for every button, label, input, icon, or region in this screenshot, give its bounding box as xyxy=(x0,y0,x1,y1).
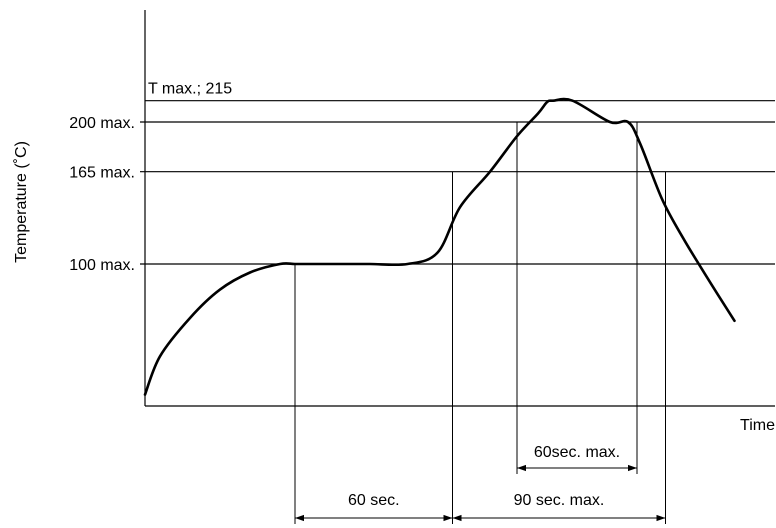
reference-label: 100 max. xyxy=(69,257,135,274)
reference-label: 165 max. xyxy=(69,165,135,182)
reference-label: T max.; 215 xyxy=(148,81,232,98)
reference-labels: T max.; 215 200 max. 165 max. 100 max. xyxy=(69,81,232,274)
interval-label: 60 sec. xyxy=(348,492,400,509)
y-axis-label: Temperature (˚C) xyxy=(13,141,30,263)
interval-dimensions: 60 sec. 90 sec. max. 60sec. max. xyxy=(294,122,666,524)
reference-lines xyxy=(140,100,775,265)
x-axis-label: Time xyxy=(740,417,775,434)
temperature-profile-line xyxy=(143,97,736,396)
interval-label: 90 sec. max. xyxy=(514,492,605,509)
reference-label: 200 max. xyxy=(69,115,135,132)
interval-label: 60sec. max. xyxy=(534,444,620,461)
